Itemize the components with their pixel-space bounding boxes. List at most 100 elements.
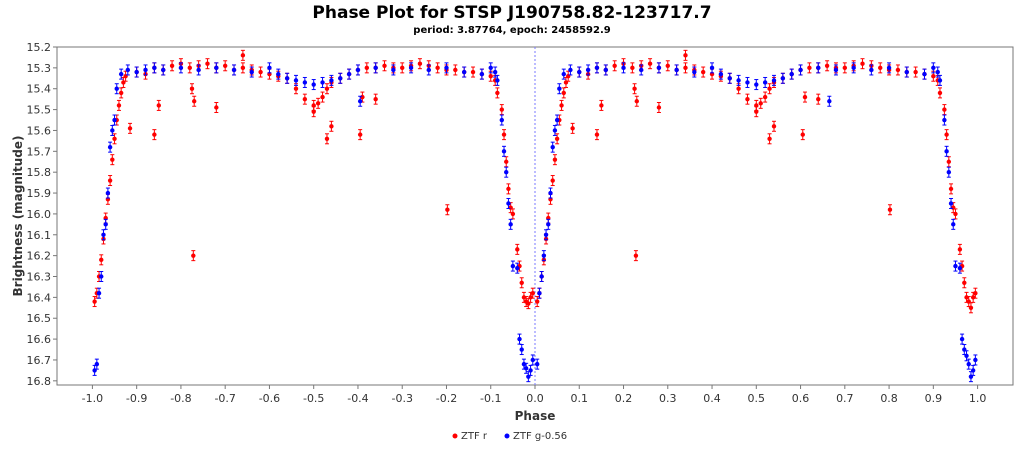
data-point	[771, 78, 777, 83]
data-point	[736, 86, 741, 91]
data-point	[222, 63, 228, 68]
data-point	[315, 101, 321, 106]
data-point	[112, 136, 117, 142]
data-point	[931, 65, 936, 71]
data-point	[495, 78, 500, 83]
data-point	[887, 207, 893, 212]
data-point	[125, 67, 131, 73]
data-point	[99, 257, 104, 263]
data-point	[683, 53, 688, 58]
y-tick-label: 15.5	[27, 104, 52, 117]
data-point	[373, 96, 378, 102]
data-point	[461, 69, 467, 75]
y-tick-label: 15.4	[27, 83, 52, 96]
x-tick-label: -0.1	[480, 392, 501, 405]
data-point	[324, 86, 330, 91]
data-point	[718, 71, 724, 77]
data-point	[634, 99, 639, 104]
y-axis: 15.2 15.3 15.4 15.5 15.6 15.7 15.8 15.9 16.0 16.1…	[27, 41, 57, 388]
data-point	[599, 103, 604, 108]
x-tick-label: -0.3	[391, 392, 412, 405]
data-point	[966, 361, 971, 367]
data-point	[937, 78, 943, 83]
data-point	[101, 232, 106, 237]
data-point	[506, 201, 511, 206]
data-point	[510, 211, 516, 217]
data-point	[107, 178, 113, 183]
y-tick-label: 15.6	[27, 124, 52, 137]
data-point	[501, 149, 507, 154]
x-axis-label: Phase	[515, 409, 556, 423]
series-ztf-g	[92, 62, 978, 383]
y-tick-label: 15.9	[27, 187, 52, 200]
data-point	[118, 71, 124, 77]
data-point	[762, 80, 768, 85]
x-tick-label: 0.0	[526, 392, 544, 405]
data-point	[561, 90, 566, 96]
data-point	[948, 201, 954, 206]
data-point	[382, 63, 387, 68]
data-point	[506, 186, 511, 192]
data-point	[922, 71, 927, 77]
data-point	[709, 65, 715, 71]
data-point	[492, 69, 498, 75]
data-point	[329, 78, 334, 83]
data-point	[842, 65, 848, 71]
data-point	[258, 69, 263, 75]
data-point	[758, 101, 763, 106]
data-point	[568, 67, 573, 73]
data-point	[143, 67, 148, 73]
x-tick-label: 0.8	[880, 392, 898, 405]
data-point	[973, 290, 978, 296]
data-point	[535, 299, 540, 304]
data-point	[499, 107, 505, 112]
legend-marker	[452, 433, 458, 439]
data-point	[488, 74, 493, 79]
data-point	[913, 69, 918, 75]
data-point	[519, 347, 524, 352]
data-point	[546, 222, 551, 227]
data-point	[957, 247, 963, 252]
data-point	[869, 67, 874, 73]
data-point	[973, 357, 978, 363]
data-point	[214, 105, 219, 110]
data-point	[118, 90, 124, 96]
data-point	[585, 67, 591, 73]
data-point	[970, 368, 976, 373]
data-point	[293, 86, 299, 91]
data-point	[800, 132, 805, 137]
data-point	[302, 80, 308, 85]
data-point	[957, 265, 963, 271]
data-point	[360, 94, 365, 100]
data-point	[191, 253, 196, 258]
data-points	[92, 49, 978, 383]
data-point	[762, 94, 768, 100]
x-tick-label: 0.6	[792, 392, 810, 405]
data-point	[114, 86, 119, 91]
data-point	[161, 67, 166, 73]
data-point	[517, 336, 522, 342]
data-point	[470, 69, 476, 75]
data-point	[435, 65, 440, 71]
x-tick-label: -1.0	[82, 392, 103, 405]
x-tick-label: -0.6	[259, 392, 280, 405]
y-tick-label: 16.6	[27, 333, 52, 346]
data-point	[798, 67, 803, 73]
data-point	[346, 71, 352, 77]
data-point	[807, 65, 812, 71]
data-point	[357, 99, 363, 104]
data-point	[249, 69, 254, 75]
data-point	[112, 117, 117, 123]
legend-label: ZTF g-0.56	[513, 431, 567, 442]
data-point	[612, 63, 617, 68]
data-point	[878, 65, 883, 71]
data-point	[745, 96, 750, 102]
x-tick-label: -0.2	[436, 392, 457, 405]
data-point	[107, 144, 113, 150]
data-point	[647, 61, 653, 66]
data-point	[519, 280, 524, 285]
y-tick-label: 16.5	[27, 312, 52, 325]
x-tick-label: -0.9	[126, 392, 147, 405]
chart-title: Phase Plot for STSP J190758.82-123717.7	[312, 3, 711, 23]
